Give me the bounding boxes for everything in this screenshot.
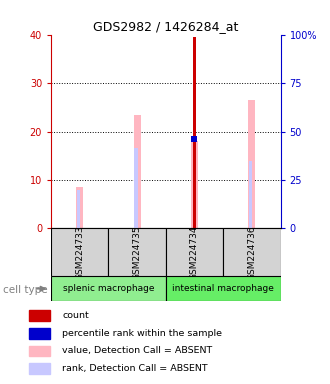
Text: GSM224736: GSM224736 [247,225,256,280]
Text: GSM224735: GSM224735 [133,225,142,280]
Text: GSM224734: GSM224734 [190,225,199,280]
Text: percentile rank within the sample: percentile rank within the sample [62,329,222,338]
Text: rank, Detection Call = ABSENT: rank, Detection Call = ABSENT [62,364,208,373]
Bar [109,228,166,276]
Text: GSM224733: GSM224733 [75,225,84,280]
Bar [76,187,83,228]
Bar [248,100,255,228]
Text: splenic macrophage: splenic macrophage [63,285,154,293]
Bar [223,228,280,276]
Bar [134,149,138,228]
Bar [193,37,196,228]
Bar [29,328,50,339]
Text: cell type: cell type [3,285,48,295]
Bar [29,311,50,321]
Bar [77,190,81,228]
Text: intestinal macrophage: intestinal macrophage [172,285,274,293]
Title: GDS2982 / 1426284_at: GDS2982 / 1426284_at [93,20,239,33]
Bar [51,228,109,276]
Bar [249,161,252,228]
Text: count: count [62,311,89,321]
Text: value, Detection Call = ABSENT: value, Detection Call = ABSENT [62,346,212,356]
Bar [51,276,166,301]
Bar [29,363,50,374]
Bar [166,228,223,276]
Bar [134,114,141,228]
Bar [191,141,198,228]
Bar [166,276,280,301]
Bar [29,346,50,356]
